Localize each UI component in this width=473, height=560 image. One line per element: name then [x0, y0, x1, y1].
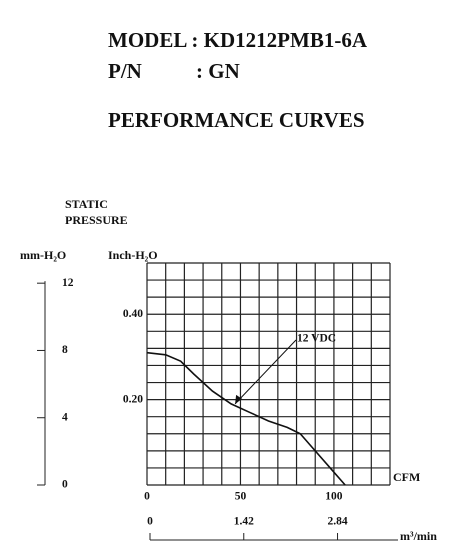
x2-tick-label: 2.84 [327, 516, 347, 528]
x2-label: m³/min [400, 529, 437, 543]
x-tick-label: 50 [235, 491, 247, 503]
axis-title: PRESSURE [65, 213, 128, 227]
curve [146, 351, 346, 486]
chart-title: PERFORMANCE CURVES [108, 108, 365, 132]
pn-label: P/N [108, 59, 142, 83]
y2-tick-label: 8 [62, 344, 68, 356]
x-label: CFM [393, 470, 420, 484]
x-tick-label: 0 [144, 491, 150, 503]
y2-tick-label: 12 [62, 277, 74, 289]
arrow-head [235, 394, 243, 404]
model: MODEL : KD1212PMB1-6A [108, 28, 368, 52]
y-tick-label: 0.20 [123, 393, 143, 405]
y2-label: mm-H₂O [20, 248, 66, 262]
annotation-arrow [234, 339, 297, 405]
y-label: Inch-H₂O [108, 248, 158, 262]
y2-tick-label: 0 [62, 479, 68, 491]
y2-tick-label: 4 [62, 411, 68, 423]
x2-tick-label: 0 [147, 516, 153, 528]
y-tick-label: 0.40 [123, 308, 143, 320]
series-label: 12 VDC [297, 333, 336, 345]
pn-value: : GN [196, 59, 240, 83]
axis-title: STATIC [65, 197, 108, 211]
x-tick-label: 100 [325, 491, 343, 503]
x2-tick-label: 1.42 [234, 516, 254, 528]
